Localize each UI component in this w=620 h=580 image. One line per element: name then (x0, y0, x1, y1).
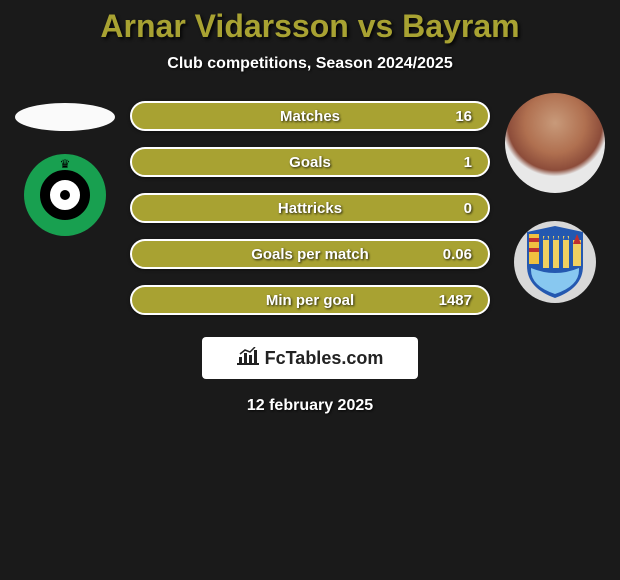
stat-label: Matches (208, 108, 412, 125)
stat-row-mpg: Min per goal 1487 (130, 285, 490, 315)
main-row: ♛ Matches 16 Goals 1 Hattricks 0 (10, 93, 610, 315)
player1-avatar (15, 103, 115, 131)
date-text: 12 february 2025 (10, 397, 610, 415)
brand-text: FcTables.com (265, 348, 384, 369)
stat-label: Min per goal (208, 292, 412, 309)
stat-label: Goals (208, 154, 412, 171)
stat-right-value: 16 (412, 108, 472, 125)
stat-label: Goals per match (208, 246, 412, 263)
stat-right-value: 1487 (412, 292, 472, 309)
crown-icon: ♛ (60, 157, 71, 171)
right-column (500, 93, 610, 303)
brand-logo: FcTables.com (202, 337, 418, 379)
stat-row-gpm: Goals per match 0.06 (130, 239, 490, 269)
stat-right-value: 0 (412, 200, 472, 217)
player2-avatar (505, 93, 605, 193)
stat-right-value: 0.06 (412, 246, 472, 263)
infographic-root: Arnar Vidarsson vs Bayram Club competiti… (0, 0, 620, 423)
stat-row-hattricks: Hattricks 0 (130, 193, 490, 223)
page-title: Arnar Vidarsson vs Bayram (10, 8, 610, 45)
stat-right-value: 1 (412, 154, 472, 171)
stat-row-goals: Goals 1 (130, 147, 490, 177)
player1-team-logo: ♛ (24, 154, 106, 236)
left-column: ♛ (10, 93, 120, 236)
stats-column: Matches 16 Goals 1 Hattricks 0 Goals per… (130, 93, 490, 315)
player2-team-logo (514, 221, 596, 303)
logo-ring (40, 170, 90, 220)
subtitle: Club competitions, Season 2024/2025 (10, 55, 610, 73)
stat-row-matches: Matches 16 (130, 101, 490, 131)
chart-icon (237, 347, 259, 370)
stat-label: Hattricks (208, 200, 412, 217)
logo-dot (60, 190, 70, 200)
shield-icon (523, 226, 587, 298)
